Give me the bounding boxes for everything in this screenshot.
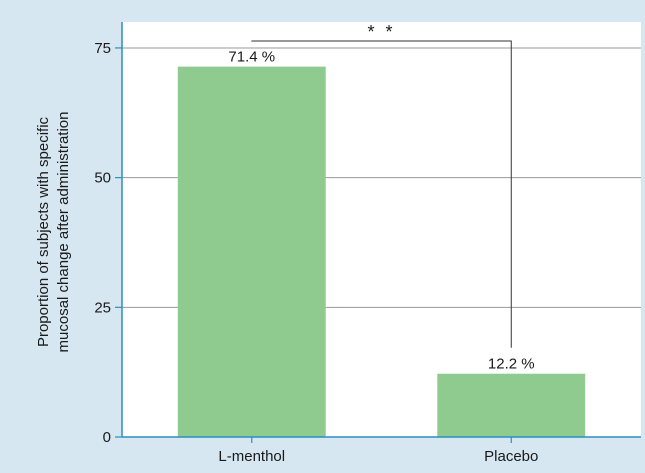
significance-marker: * * [367, 22, 395, 42]
y-tick-label-0: 0 [103, 429, 111, 446]
data-labels: 71.4 % 12.2 % [228, 49, 534, 373]
y-axis-label: Proportion of subjects with specific muc… [35, 112, 72, 353]
bars [177, 66, 586, 438]
axes: 0 25 50 75 L-menthol Placebo [94, 22, 641, 465]
y-axis-label-line-2: mucosal change after administration [55, 112, 72, 353]
y-tick-label-25: 25 [94, 299, 111, 316]
y-axis-label-line-1: Proportion of subjects with specific [35, 116, 52, 347]
data-label-placebo: 12.2 % [488, 356, 535, 373]
bar-placebo [437, 373, 586, 437]
y-tick-label-75: 75 [94, 40, 111, 57]
data-label-l-menthol: 71.4 % [228, 49, 275, 66]
significance-bracket: * * [251, 22, 512, 348]
x-tick-label-placebo: Placebo [484, 448, 538, 465]
bar-l-menthol [177, 66, 326, 438]
x-tick-label-l-menthol: L-menthol [218, 448, 285, 465]
y-tick-label-50: 50 [94, 170, 111, 187]
significance-bracket-line [251, 40, 512, 348]
